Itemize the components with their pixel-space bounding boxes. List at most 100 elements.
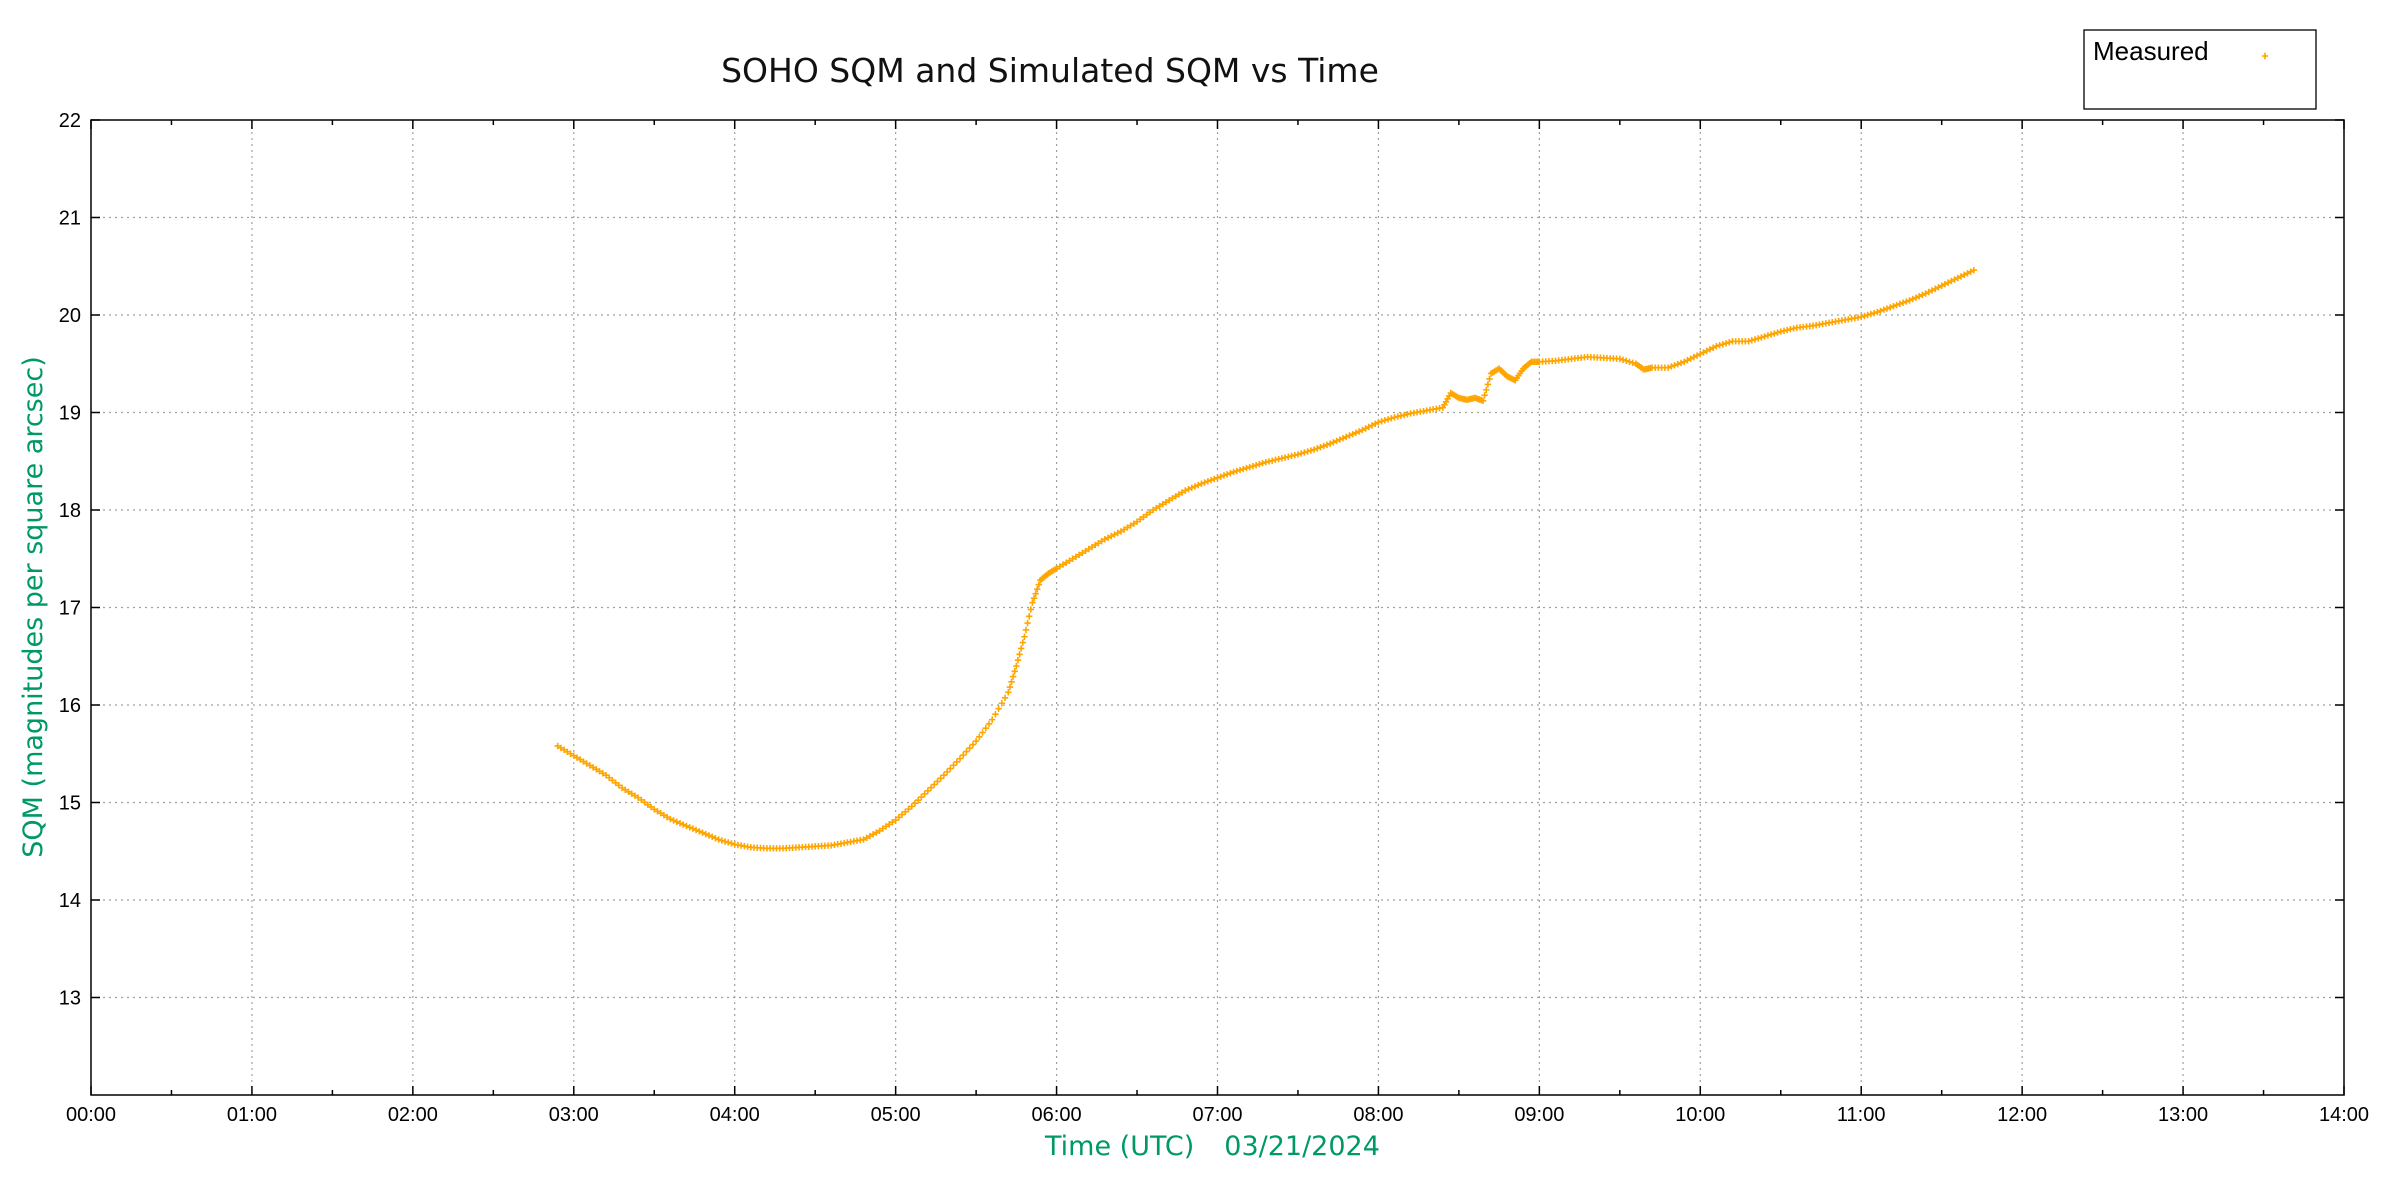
data-point	[1700, 349, 1707, 356]
chart-title: SOHO SQM and Simulated SQM vs Time	[721, 51, 1379, 90]
data-point	[1088, 543, 1096, 551]
data-point	[634, 794, 642, 801]
data-point	[1079, 549, 1086, 557]
data-point	[1310, 446, 1318, 453]
data-point	[1938, 282, 1945, 289]
data-point	[1874, 308, 1881, 316]
data-point	[638, 796, 645, 804]
data-point	[1684, 357, 1691, 364]
data-point	[1668, 363, 1675, 370]
data-point	[1027, 606, 1035, 613]
data-point	[1153, 504, 1160, 512]
data-point	[1005, 689, 1012, 696]
data-point	[1059, 561, 1067, 568]
data-point	[583, 760, 590, 767]
data-point	[1006, 683, 1014, 691]
x-tick-label: 05:00	[871, 1104, 921, 1126]
data-point	[1709, 344, 1717, 351]
data-point	[657, 810, 664, 817]
data-point	[1114, 529, 1121, 537]
data-point	[1101, 536, 1109, 543]
data-point	[667, 815, 674, 823]
y-tick-label: 20	[59, 305, 81, 327]
data-point	[651, 806, 658, 813]
data-point	[1066, 557, 1073, 564]
data-point	[873, 829, 880, 836]
data-point	[950, 762, 957, 769]
data-point	[1774, 329, 1781, 336]
data-point	[1017, 645, 1025, 652]
data-point	[567, 750, 574, 757]
data-point	[1009, 673, 1017, 680]
data-point	[918, 793, 925, 801]
x-tick-label: 09:00	[1514, 1104, 1564, 1126]
data-point	[1767, 331, 1775, 338]
data-point	[663, 813, 671, 821]
data-point	[1880, 306, 1887, 313]
data-point	[1323, 441, 1331, 449]
data-point	[924, 787, 932, 794]
data-point	[1330, 439, 1337, 446]
data-point	[1970, 266, 1978, 274]
data-point	[676, 819, 684, 827]
data-point	[1149, 506, 1157, 514]
data-point	[1056, 563, 1063, 570]
data-point	[1030, 594, 1038, 602]
data-point	[1223, 471, 1231, 478]
data-point	[905, 805, 912, 813]
data-point	[1925, 288, 1932, 296]
data-point	[1758, 334, 1765, 341]
y-tick-label: 16	[59, 695, 81, 717]
data-point	[1011, 668, 1018, 675]
data-point	[1098, 538, 1105, 545]
data-point	[979, 729, 986, 736]
x-tick-label: 13:00	[2158, 1104, 2208, 1126]
data-point	[605, 774, 613, 781]
data-point	[1629, 359, 1636, 366]
data-point	[692, 826, 700, 834]
x-tick-label: 00:00	[66, 1104, 116, 1126]
data-point	[1230, 468, 1237, 476]
data-point	[956, 755, 964, 762]
data-point	[1227, 469, 1234, 477]
data-point	[1484, 381, 1492, 388]
data-point	[1117, 528, 1125, 535]
data-point	[1240, 465, 1247, 473]
data-point	[989, 716, 996, 723]
data-point	[712, 834, 719, 842]
data-point	[1687, 355, 1694, 362]
data-point	[647, 803, 655, 811]
y-tick-labels: 13 14 15 16 17 18 19 20 21 22	[59, 110, 81, 1010]
data-point	[1029, 599, 1036, 606]
data-point	[1194, 481, 1202, 489]
data-point	[889, 818, 896, 826]
data-point	[1294, 451, 1302, 458]
x-tick-labels: 00:00 01:00 02:00 03:00 04:00 05:00 06:00 07:00…	[66, 1104, 2369, 1126]
data-point	[1085, 545, 1092, 553]
data-point	[963, 748, 970, 755]
data-point	[1220, 472, 1228, 479]
data-point	[1246, 463, 1253, 471]
data-point	[1349, 430, 1356, 438]
data-point	[892, 816, 899, 824]
x-tick-label: 08:00	[1353, 1104, 1403, 1126]
data-point	[1333, 437, 1340, 445]
data-point	[1928, 287, 1936, 294]
data-point	[1764, 332, 1772, 339]
data-point	[1297, 450, 1305, 457]
x-tick-label: 01:00	[227, 1104, 277, 1126]
data-point	[882, 823, 890, 830]
data-point	[1211, 475, 1218, 483]
data-point	[1016, 651, 1023, 658]
x-tick-label: 06:00	[1032, 1104, 1082, 1126]
data-point	[580, 758, 587, 765]
data-point	[1162, 499, 1170, 506]
data-point	[1951, 276, 1958, 283]
data-point	[589, 764, 597, 771]
data-point	[1388, 415, 1395, 422]
data-point	[1130, 520, 1138, 527]
data-point	[1026, 613, 1033, 620]
data-point	[1932, 285, 1939, 293]
data-point	[860, 836, 867, 843]
data-point	[1178, 489, 1186, 496]
